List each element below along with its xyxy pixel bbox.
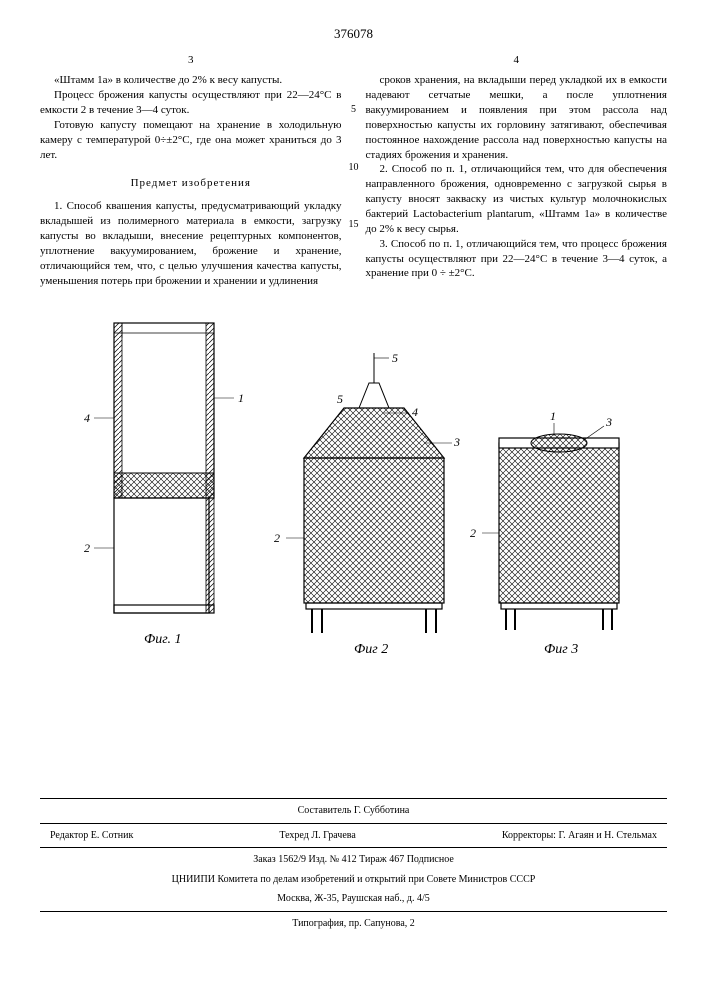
compiler-line: Составитель Г. Субботина: [40, 801, 667, 821]
line-marker-5: 5: [351, 103, 356, 117]
correctors-names: Корректоры: Г. Агаян и Н. Стельмах: [502, 829, 657, 843]
left-col-number: 3: [40, 53, 342, 68]
right-column: 4 сроков хранения, на вкладыши перед укл…: [366, 53, 668, 289]
figure-3: 1 3 2 Фиг 3: [470, 409, 619, 657]
right-claim-3: 3. Способ по п. 1, отличающийся тем, что…: [366, 237, 668, 282]
address-line: Москва, Ж-35, Раушская наб., д. 4/5: [40, 889, 667, 909]
figures-area: 1 4 2 Фиг. 1 5 5 4 3 2: [40, 308, 667, 668]
figure-2: 5 5 4 3 2 Фиг 2: [274, 351, 460, 657]
footer-names-row: Редактор Е. Сотник Техред Л. Грачева Кор…: [40, 826, 667, 846]
right-col-number: 4: [366, 53, 668, 68]
line-marker-15: 15: [349, 218, 359, 232]
footer: Составитель Г. Субботина Редактор Е. Сот…: [40, 798, 667, 933]
left-para-3: Готовую капусту помещают на хранение в х…: [40, 118, 342, 163]
left-para-1: «Штамм 1а» в количестве до 2% к весу кап…: [40, 73, 342, 88]
line-marker-10: 10: [349, 161, 359, 175]
section-title: Предмет изобретения: [40, 176, 342, 191]
svg-text:3: 3: [453, 435, 460, 449]
svg-text:4: 4: [412, 405, 418, 419]
left-para-2: Процесс брожения капусты осуществляют пр…: [40, 88, 342, 118]
fig1-label: Фиг. 1: [144, 632, 182, 647]
svg-text:5: 5: [392, 351, 398, 365]
typography-line: Типография, пр. Сапунова, 2: [40, 914, 667, 934]
order-info: Заказ 1562/9 Изд. № 412 Тираж 467 Подпис…: [40, 850, 667, 870]
patent-figures-svg: 1 4 2 Фиг. 1 5 5 4 3 2: [74, 308, 634, 668]
institution-line: ЦНИИПИ Комитета по делам изобретений и о…: [40, 870, 667, 890]
text-columns-wrapper: 5 10 15 3 «Штамм 1а» в количестве до 2% …: [40, 53, 667, 289]
right-claim-2: 2. Способ по п. 1, отличающийся тем, что…: [366, 162, 668, 236]
left-column: 3 «Штамм 1а» в количестве до 2% к весу к…: [40, 53, 342, 289]
svg-text:2: 2: [84, 541, 90, 555]
svg-text:1: 1: [550, 409, 556, 423]
left-claim-1: 1. Способ квашения капусты, предусматрив…: [40, 199, 342, 288]
fig3-label: Фиг 3: [544, 642, 578, 657]
svg-text:3: 3: [605, 415, 612, 429]
fig2-label: Фиг 2: [354, 642, 388, 657]
svg-text:2: 2: [470, 526, 476, 540]
patent-number: 376078: [40, 25, 667, 43]
editor-name: Редактор Е. Сотник: [50, 829, 133, 843]
svg-text:1: 1: [238, 391, 244, 405]
svg-text:4: 4: [84, 411, 90, 425]
svg-text:5: 5: [337, 392, 343, 406]
svg-text:2: 2: [274, 531, 280, 545]
tech-editor-name: Техред Л. Грачева: [279, 829, 355, 843]
right-para-1: сроков хранения, на вкладыши перед уклад…: [366, 73, 668, 162]
figure-1: 1 4 2 Фиг. 1: [84, 323, 244, 647]
